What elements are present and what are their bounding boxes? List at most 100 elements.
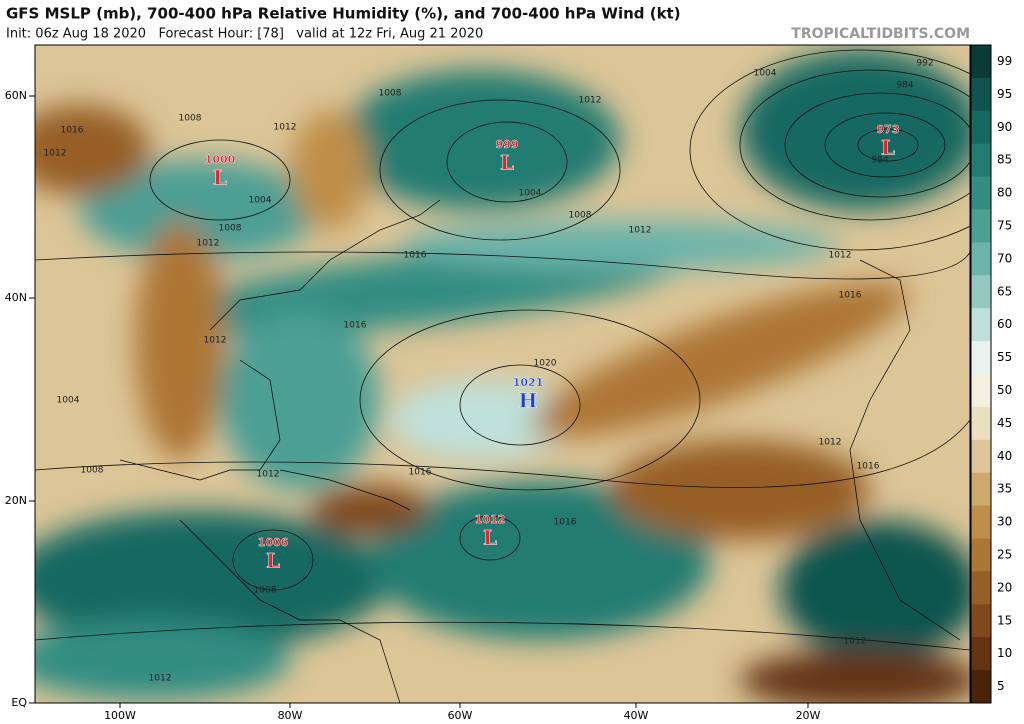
isobar-label: 1008	[179, 114, 202, 124]
colorbar-swatch	[971, 571, 991, 605]
colorbar-label: 60	[997, 317, 1012, 331]
isobar-label: 1008	[219, 224, 242, 234]
colorbar-label: 45	[997, 416, 1012, 430]
colorbar-label: 65	[997, 284, 1012, 298]
isobar-label: 1012	[274, 123, 297, 133]
isobar-label: 1004	[754, 69, 777, 79]
colorbar-swatch	[971, 439, 991, 474]
isobar-label: 1012	[197, 239, 220, 249]
colorbar-label: 25	[997, 547, 1012, 561]
pressure-symbol: H	[519, 389, 538, 413]
colorbar-swatch	[971, 176, 991, 210]
colorbar-label: 50	[997, 383, 1012, 397]
colorbar-label: 90	[997, 120, 1012, 134]
pressure-value: 999	[496, 138, 519, 151]
longitude-label: 100W	[104, 709, 136, 722]
isobar-label: 1012	[257, 470, 280, 480]
colorbar-swatch	[971, 341, 991, 375]
isobar-label: 1008	[569, 211, 592, 221]
isobar-label: 1012	[204, 336, 227, 346]
isobar-label: 992	[916, 59, 933, 69]
colorbar-swatch	[971, 374, 991, 408]
isobar-label: 1016	[61, 126, 84, 136]
colorbar-swatch	[971, 538, 991, 572]
colorbar-swatch	[971, 505, 991, 539]
humidity-field	[35, 50, 970, 703]
colorbar-label: 30	[997, 515, 1012, 529]
isobars	[35, 49, 970, 651]
latitude-label: 20N	[5, 494, 27, 507]
pressure-symbol: L	[213, 166, 227, 190]
isobar-label: 1012	[579, 96, 602, 106]
isobar-label: 1008	[379, 89, 402, 99]
pressure-value: 1000	[205, 153, 236, 166]
colorbar-swatch	[971, 406, 991, 441]
pressure-value: 1006	[258, 536, 289, 549]
isobar-label: 1016	[409, 468, 432, 478]
colorbar-swatch	[971, 242, 991, 276]
colorbar-label: 70	[997, 251, 1012, 265]
pressure-symbol: L	[266, 549, 280, 573]
pressure-symbol: L	[881, 136, 895, 160]
colorbar-label: 85	[997, 153, 1012, 167]
isobar-label: 1012	[44, 149, 67, 159]
map	[35, 45, 970, 703]
colorbar-label: 10	[997, 646, 1012, 660]
isobar-label: 1016	[344, 321, 367, 331]
longitude-label: 60W	[448, 709, 473, 722]
pressure-value: 973	[877, 123, 900, 136]
colorbar-swatch	[971, 143, 991, 178]
title: GFS MSLP (mb), 700-400 hPa Relative Humi…	[6, 5, 681, 23]
isobar-label: 1008	[81, 466, 104, 476]
isobar-label: 1012	[829, 251, 852, 261]
colorbar-label: 95	[997, 87, 1012, 101]
pressure-value: 1021	[513, 376, 544, 389]
credit: TROPICALTIDBITS.COM	[791, 26, 970, 42]
colorbar-label: 75	[997, 218, 1012, 232]
colorbar-swatch	[971, 604, 991, 638]
isobar-label: 1016	[554, 518, 577, 528]
pressure-symbol: L	[500, 151, 514, 175]
map-frame	[34, 44, 971, 704]
colorbar-swatch	[971, 110, 991, 145]
colorbar-label: 80	[997, 186, 1012, 200]
colorbar-swatch	[971, 209, 991, 243]
colorbar-swatch	[971, 308, 991, 342]
isobar-label: 984	[871, 156, 888, 166]
colorbar-label: 35	[997, 482, 1012, 496]
colorbar-label: 20	[997, 580, 1012, 594]
isobar-label: 1012	[149, 674, 172, 684]
isobar-label: 1020	[534, 359, 557, 369]
longitude-label: 40W	[624, 709, 649, 722]
colorbar-swatch	[971, 45, 991, 79]
isobar-label: 1008	[254, 586, 277, 596]
latitude-label: 60N	[5, 89, 27, 102]
colorbar-swatch	[971, 637, 991, 671]
colorbar: 99 95 90 85 80 75 70 65 60 55 50 45 40 35 30 25 20 15 10 5	[970, 44, 1012, 704]
colorbar-swatch	[971, 77, 991, 112]
colorbar-swatch	[971, 275, 991, 309]
colorbar-label: 5	[997, 679, 1005, 693]
isobar-label: 1004	[57, 396, 80, 406]
isobar-label: 1012	[819, 438, 842, 448]
isobar-label: 1016	[404, 251, 427, 261]
isobar-label: 1004	[249, 196, 272, 206]
isobar-label: 984	[896, 81, 913, 91]
longitude-label: 20W	[796, 709, 821, 722]
pressure-symbol: L	[483, 526, 497, 550]
latitude-label: EQ	[11, 696, 27, 709]
coastlines	[119, 199, 961, 703]
latitude-label: 40N	[5, 291, 27, 304]
isobar-label: 1012	[844, 637, 867, 647]
colorbar-swatch	[971, 472, 991, 507]
isobar-label: 1016	[839, 291, 862, 301]
subtitle: Init: 06z Aug 18 2020 Forecast Hour: [78…	[6, 27, 483, 42]
colorbar-label: 15	[997, 613, 1012, 627]
isobar-label: 1016	[857, 462, 880, 472]
colorbar-label: 40	[997, 449, 1012, 463]
longitude-label: 80W	[278, 709, 303, 722]
colorbar-swatch	[971, 670, 991, 704]
colorbar-label: 99	[997, 54, 1012, 68]
pressure-value: 1012	[475, 513, 506, 526]
